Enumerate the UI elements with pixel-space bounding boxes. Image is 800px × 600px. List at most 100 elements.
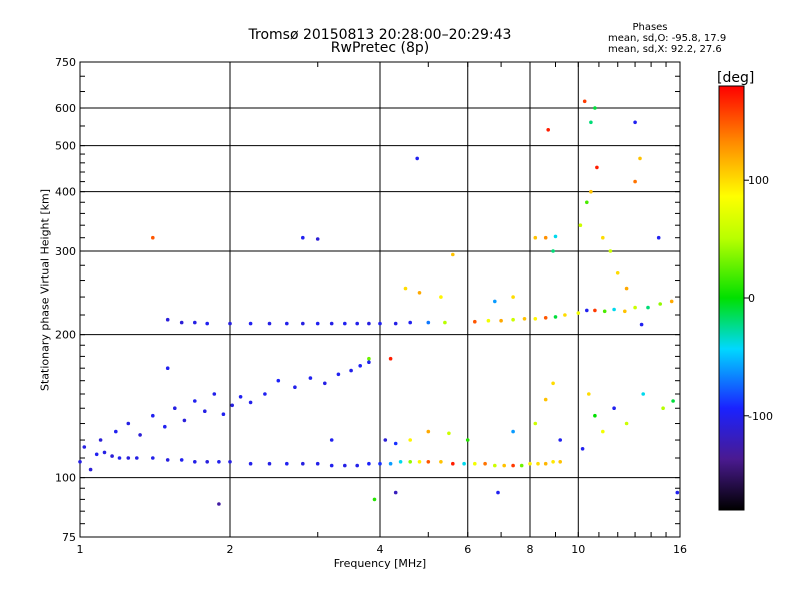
data-point: [426, 320, 431, 325]
data-point: [388, 461, 393, 466]
y-tick-label: 400: [55, 186, 76, 199]
data-point: [165, 317, 170, 322]
data-point: [315, 461, 320, 466]
data-point: [623, 309, 627, 314]
data-point: [533, 421, 538, 426]
colorbar-tick-label: 0: [748, 292, 755, 305]
data-point: [383, 438, 388, 442]
data-point: [248, 400, 253, 405]
data-point: [238, 395, 243, 399]
data-point: [595, 165, 599, 170]
colorbar-ticks: 100 0 -100: [744, 174, 773, 423]
data-point: [408, 438, 413, 442]
data-point: [415, 156, 420, 161]
x-tick-label: 4: [377, 543, 384, 556]
data-point: [536, 461, 540, 466]
data-point: [78, 460, 82, 464]
data-point: [496, 490, 500, 495]
data-point: [546, 128, 550, 132]
data-point: [451, 461, 455, 466]
data-point: [372, 497, 377, 502]
data-point: [593, 106, 597, 110]
data-point: [589, 120, 593, 125]
data-point: [558, 460, 562, 464]
data-point: [117, 456, 122, 460]
axis-ticks: 1 2 4 6 8 10 16 75 100 200 300 400 500 600 750: [55, 56, 687, 556]
data-point: [633, 179, 637, 184]
data-point: [126, 421, 131, 426]
data-point: [593, 308, 597, 313]
data-point: [451, 252, 455, 257]
data-points: [78, 99, 680, 506]
data-point: [151, 456, 155, 460]
data-point: [135, 456, 139, 460]
data-point: [343, 463, 347, 468]
phase-stats-x-mode: mean, sd,X: 92.2, 27.6: [608, 44, 722, 55]
data-point: [110, 454, 114, 458]
data-point: [580, 447, 585, 451]
data-point: [417, 291, 422, 295]
data-point: [358, 364, 363, 368]
data-point: [582, 99, 587, 104]
data-point: [205, 321, 209, 326]
data-point: [403, 286, 408, 291]
data-point: [263, 392, 267, 396]
data-point: [511, 317, 515, 322]
data-point: [173, 406, 177, 411]
data-point: [248, 321, 253, 326]
data-point: [589, 189, 593, 194]
data-point: [393, 441, 398, 446]
data-point: [551, 381, 555, 386]
data-point: [367, 360, 371, 365]
data-point: [576, 311, 581, 315]
data-point: [248, 461, 253, 466]
data-point: [285, 321, 289, 326]
data-point: [551, 249, 555, 253]
data-point: [193, 460, 197, 464]
data-point: [502, 463, 507, 468]
data-point: [462, 461, 466, 466]
x-tick-label: 6: [464, 543, 471, 556]
data-point: [88, 467, 93, 472]
data-point: [285, 461, 289, 466]
data-point: [671, 399, 675, 403]
data-point: [228, 321, 232, 326]
chart-title-line-2: RwPretec (8p): [330, 40, 430, 56]
y-tick-label: 750: [55, 56, 76, 69]
data-point: [426, 429, 431, 434]
data-point: [230, 403, 234, 408]
data-point: [633, 305, 637, 310]
data-point: [543, 397, 548, 402]
data-point: [624, 421, 629, 426]
data-point: [398, 460, 403, 464]
data-point: [193, 320, 197, 325]
data-point: [443, 320, 447, 325]
data-point: [551, 460, 555, 464]
data-point: [669, 299, 674, 304]
data-point: [228, 460, 232, 464]
data-point: [98, 438, 103, 442]
y-tick-label: 600: [55, 102, 76, 115]
data-point: [138, 433, 142, 437]
data-point: [493, 463, 497, 468]
data-point: [608, 249, 613, 253]
phase-stats-o-mode: mean, sd,O: -95.8, 17.9: [608, 33, 727, 44]
data-point: [593, 413, 597, 418]
x-tick-label: 1: [77, 543, 84, 556]
data-point: [323, 381, 327, 386]
data-point: [355, 321, 360, 326]
data-point: [329, 463, 334, 468]
data-point: [329, 438, 334, 442]
chart-title-line-1: Tromsø 20150813 20:28:00–20:29:43: [248, 27, 512, 43]
data-point: [163, 424, 167, 429]
data-point: [612, 406, 616, 411]
data-point: [308, 376, 313, 380]
data-point: [408, 460, 413, 464]
colorbar-tick-label: 100: [748, 174, 769, 187]
data-point: [533, 235, 538, 240]
data-point: [182, 418, 187, 423]
data-point: [439, 460, 443, 464]
data-point: [417, 460, 422, 464]
data-point: [615, 271, 620, 275]
